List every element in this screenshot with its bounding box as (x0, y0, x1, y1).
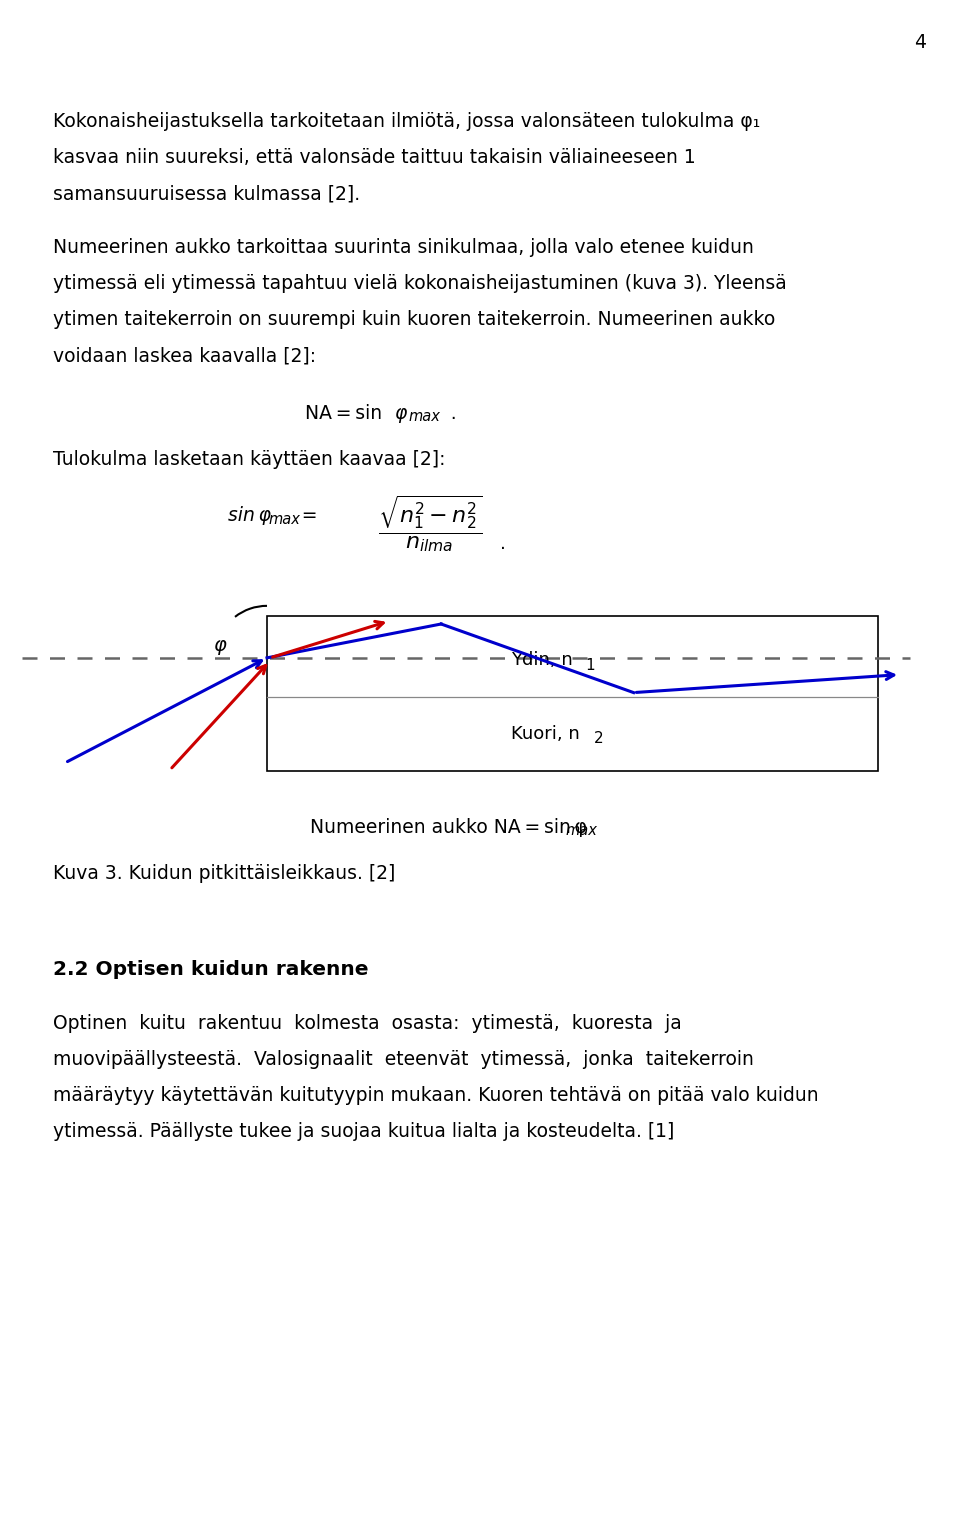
Text: φ: φ (212, 637, 226, 655)
Text: .: . (447, 404, 457, 423)
Text: =: = (298, 507, 318, 525)
Text: 2: 2 (593, 732, 603, 746)
Text: Numeerinen aukko NA = sin φ: Numeerinen aukko NA = sin φ (310, 818, 587, 837)
Text: Tulokulma lasketaan käyttäen kaavaa [2]:: Tulokulma lasketaan käyttäen kaavaa [2]: (53, 450, 445, 468)
Text: φ: φ (394, 404, 406, 423)
Text: määräytyy käytettävän kuitutyypin mukaan. Kuoren tehtävä on pitää valo kuidun: määräytyy käytettävän kuitutyypin mukaan… (53, 1085, 819, 1105)
Text: Ydin, n: Ydin, n (512, 651, 573, 669)
Text: muovipäällysteestä.  Valosignaalit  eteenvät  ytimessä,  jonka  taitekerroin: muovipäällysteestä. Valosignaalit eteenv… (53, 1050, 754, 1069)
Text: $\dfrac{\sqrt{n_1^2-n_2^2}}{n_{ilma}}$: $\dfrac{\sqrt{n_1^2-n_2^2}}{n_{ilma}}$ (378, 493, 482, 554)
Text: NA = sin: NA = sin (305, 404, 386, 423)
Text: max: max (408, 409, 440, 424)
Text: max: max (268, 511, 300, 527)
Text: samansuuruisessa kulmassa [2].: samansuuruisessa kulmassa [2]. (53, 184, 360, 204)
Text: kasvaa niin suureksi, että valonsäde taittuu takaisin väliaineeseen 1: kasvaa niin suureksi, että valonsäde tai… (53, 149, 696, 167)
Text: 4: 4 (914, 32, 926, 52)
Text: sin φ: sin φ (228, 507, 271, 525)
Text: 1: 1 (586, 658, 595, 672)
Text: ytimessä eli ytimessä tapahtuu vielä kokonaisheijastuminen (kuva 3). Yleensä: ytimessä eli ytimessä tapahtuu vielä kok… (53, 274, 787, 292)
Text: Kokonaisheijastuksella tarkoitetaan ilmiötä, jossa valonsäteen tulokulma φ₁: Kokonaisheijastuksella tarkoitetaan ilmi… (53, 112, 760, 132)
Text: Numeerinen aukko tarkoittaa suurinta sinikulmaa, jolla valo etenee kuidun: Numeerinen aukko tarkoittaa suurinta sin… (53, 237, 754, 257)
Text: .: . (500, 534, 506, 553)
Bar (267, 615, 878, 772)
Text: voidaan laskea kaavalla [2]:: voidaan laskea kaavalla [2]: (53, 346, 316, 364)
Text: Kuori, n: Kuori, n (512, 724, 580, 743)
Text: max: max (565, 824, 597, 837)
Text: ytimessä. Päällyste tukee ja suojaa kuitua lialta ja kosteudelta. [1]: ytimessä. Päällyste tukee ja suojaa kuit… (53, 1122, 674, 1141)
Text: Optinen  kuitu  rakentuu  kolmesta  osasta:  ytimestä,  kuoresta  ja: Optinen kuitu rakentuu kolmesta osasta: … (53, 1014, 682, 1033)
Text: Kuva 3. Kuidun pitkittäisleikkaus. [2]: Kuva 3. Kuidun pitkittäisleikkaus. [2] (53, 863, 396, 883)
Text: 2.2 Optisen kuidun rakenne: 2.2 Optisen kuidun rakenne (53, 960, 369, 978)
Text: ytimen taitekerroin on suurempi kuin kuoren taitekerroin. Numeerinen aukko: ytimen taitekerroin on suurempi kuin kuo… (53, 309, 776, 329)
